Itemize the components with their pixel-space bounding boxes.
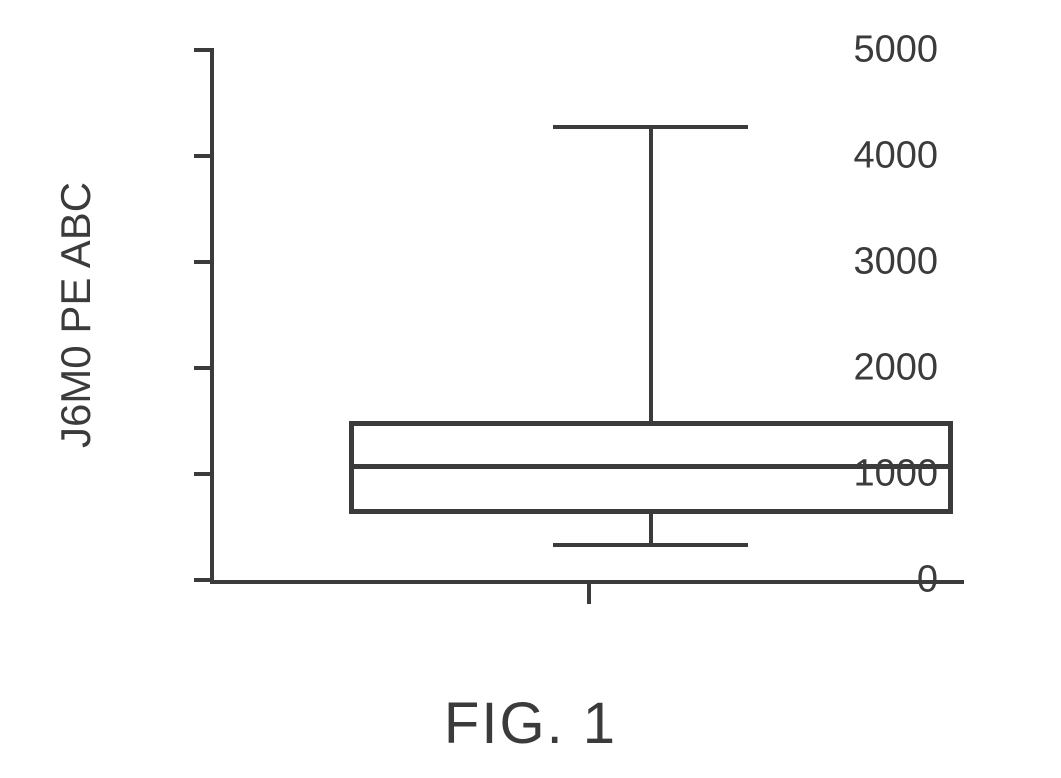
y-tick [194, 366, 214, 370]
y-tick [194, 578, 214, 582]
y-tick-label: 0 [917, 559, 938, 602]
boxplot-median [349, 464, 953, 469]
figure-caption: FIG. 1 [0, 690, 1061, 757]
figure-container: 010002000300040005000 J6M0 PE ABC [90, 30, 970, 650]
y-tick [194, 472, 214, 476]
y-tick [194, 48, 214, 52]
boxplot-whisker-cap-upper [553, 125, 748, 129]
boxplot-whisker-lower [649, 514, 653, 545]
y-tick [194, 154, 214, 158]
x-tick [587, 584, 591, 604]
y-tick-label: 5000 [853, 29, 938, 72]
plot-area: 010002000300040005000 [210, 50, 964, 584]
boxplot-whisker-upper [649, 127, 653, 421]
y-tick-label: 2000 [853, 347, 938, 390]
boxplot-whisker-cap-lower [553, 543, 748, 547]
y-tick [194, 260, 214, 264]
y-tick-label: 3000 [853, 241, 938, 284]
y-axis-label: J6M0 PE ABC [52, 182, 100, 448]
y-tick-label: 4000 [853, 135, 938, 178]
